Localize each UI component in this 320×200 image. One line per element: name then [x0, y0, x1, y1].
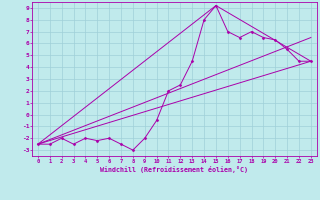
X-axis label: Windchill (Refroidissement éolien,°C): Windchill (Refroidissement éolien,°C): [100, 166, 248, 173]
